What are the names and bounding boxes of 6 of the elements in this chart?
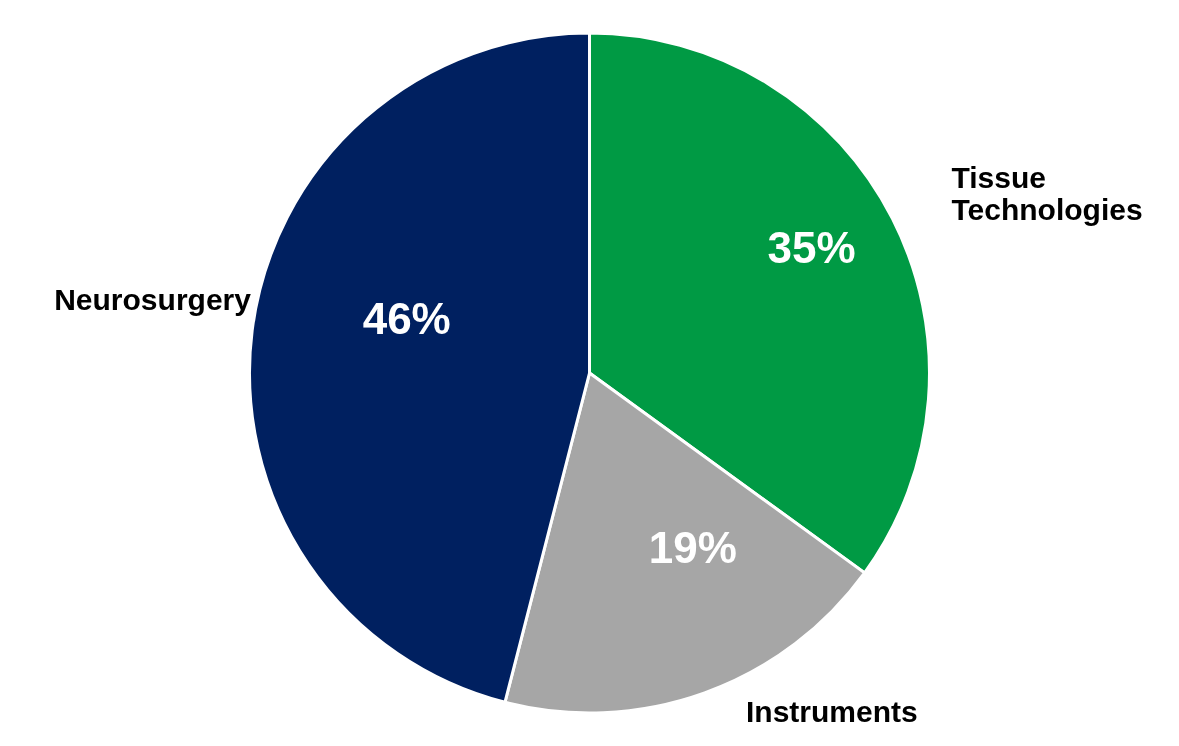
slice-label: Instruments — [746, 695, 918, 729]
data-label: 19% — [648, 523, 737, 573]
data-label: 35% — [767, 223, 856, 273]
data-label: 46% — [362, 294, 451, 344]
slice-label: Tissue Technologies — [951, 161, 1143, 227]
slice-label: Neurosurgery — [54, 283, 252, 317]
